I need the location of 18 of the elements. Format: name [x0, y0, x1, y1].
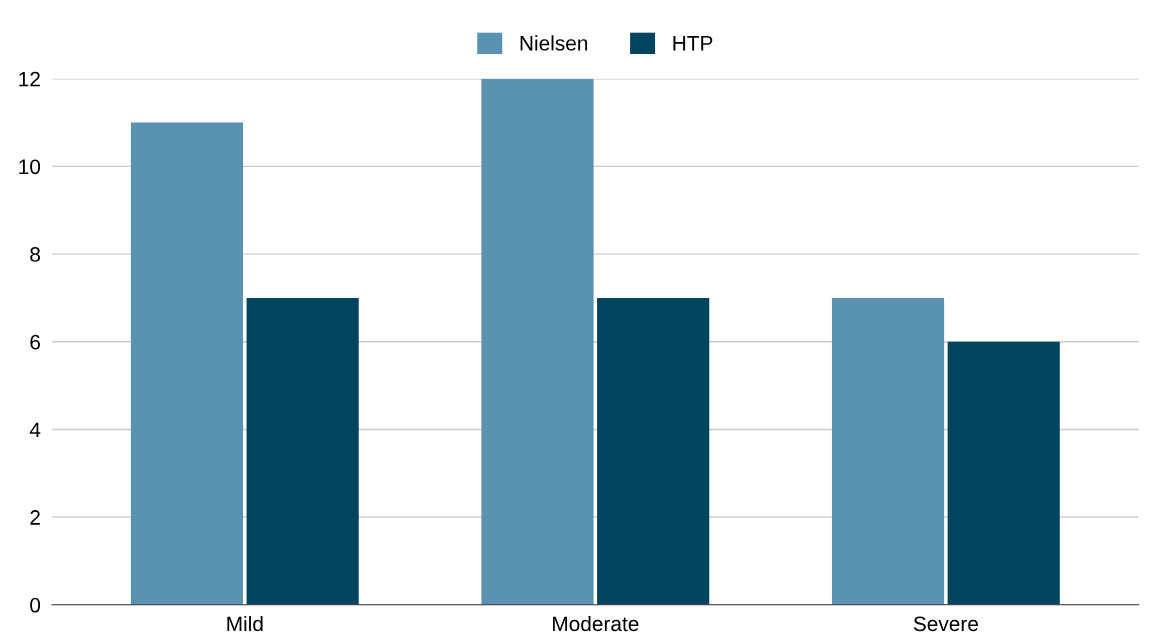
bar	[246, 297, 359, 605]
x-tick-label: Severe	[913, 616, 978, 632]
bar	[947, 341, 1060, 605]
legend-label: Nielsen	[520, 35, 588, 51]
bar	[597, 297, 710, 605]
bar	[831, 297, 945, 605]
y-tick-label: 4	[29, 422, 41, 437]
bar	[130, 122, 244, 605]
x-tick-label: Moderate	[553, 615, 639, 632]
legend-label: HTP	[673, 36, 713, 51]
y-tick-label: 10	[19, 159, 41, 175]
bar	[481, 78, 594, 605]
y-tick-label: 0	[30, 597, 41, 613]
y-tick-label: 6	[30, 334, 40, 350]
y-tick-label: 2	[30, 510, 40, 525]
y-tick-label: 8	[30, 247, 40, 262]
y-tick-label: 12	[19, 71, 40, 87]
x-tick-label: Mild	[227, 615, 263, 632]
